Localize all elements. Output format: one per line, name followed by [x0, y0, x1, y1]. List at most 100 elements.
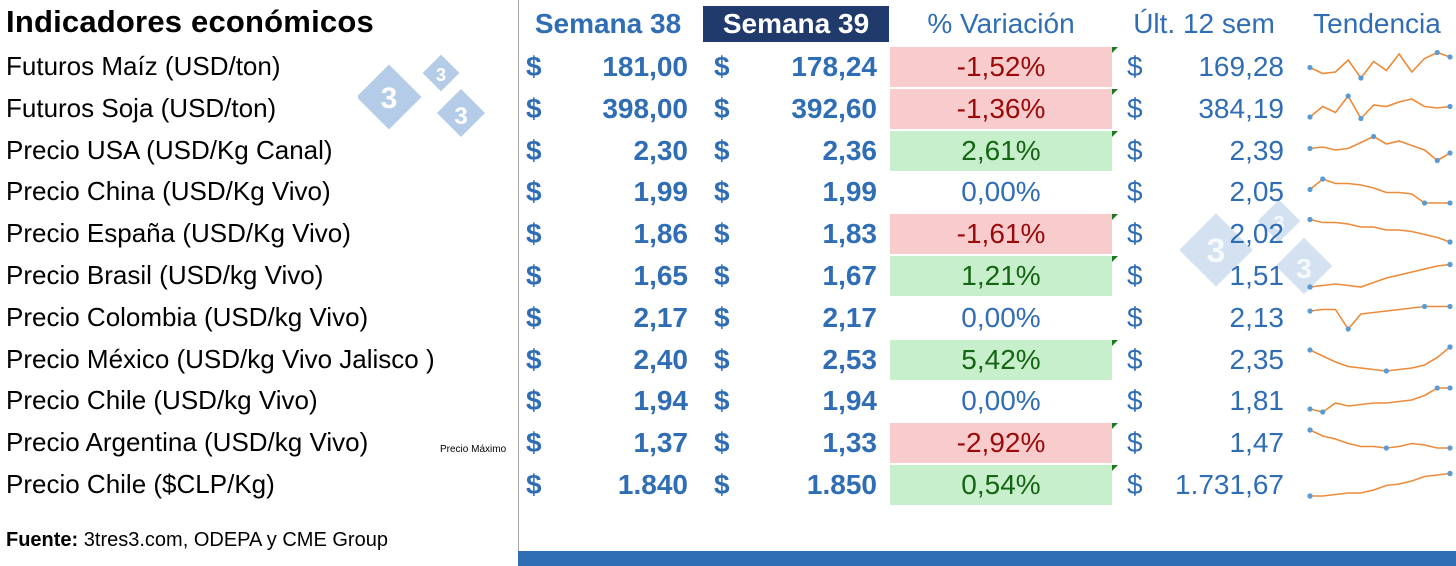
tres-logo-icon: 3 3 3	[358, 54, 486, 138]
sparkline-line	[1309, 135, 1451, 162]
sparkline-line	[1309, 429, 1450, 449]
sparkline-marker	[1447, 303, 1453, 310]
value-semana38: 1,94	[633, 385, 689, 416]
table-row: $181,00 $178,24 -1,52% $169,28	[0, 47, 1456, 87]
value-semana39: 392,60	[791, 93, 877, 124]
value-ultimas12: 384,19	[1198, 93, 1284, 124]
currency-symbol: $	[714, 469, 730, 500]
sparkline-marker	[1447, 103, 1453, 110]
trend-sparkline	[1307, 176, 1453, 206]
tres-logo-watermark-icon: 3 3 3	[1180, 199, 1333, 295]
source-label: Fuente:	[6, 529, 79, 551]
value-variacion: -1,52%	[890, 47, 1112, 87]
value-variacion: 1,21%	[890, 256, 1112, 296]
sparkline-marker	[1320, 176, 1326, 182]
trend-sparkline	[1307, 470, 1453, 499]
sparkline-line	[1309, 387, 1450, 413]
table-row: $2,30 $2,36 2,61% $2,39	[0, 131, 1456, 171]
table-row: $1,94 $1,94 0,00% $1,81	[0, 381, 1456, 421]
trend-sparkline	[1307, 385, 1453, 415]
currency-symbol: $	[714, 385, 730, 416]
value-variacion: 5,42%	[890, 340, 1112, 380]
sparkline-marker	[1358, 115, 1364, 122]
comment-marker-icon	[1112, 47, 1118, 53]
sparkline-line	[1310, 472, 1451, 497]
sparkline-marker	[1383, 368, 1389, 374]
currency-symbol: $	[1127, 427, 1143, 458]
currency-symbol: $	[714, 344, 730, 375]
value-semana38: 2,30	[633, 135, 689, 166]
row-label: Precio Argentina (USD/kg Vivo)	[6, 427, 369, 457]
currency-symbol: $	[714, 93, 730, 124]
sparkline-marker	[1447, 239, 1453, 245]
currency-symbol: $	[526, 260, 542, 291]
comment-marker-icon	[1112, 340, 1118, 346]
sparkline-marker	[1307, 145, 1313, 152]
logo-digit: 3	[381, 82, 398, 115]
sparkline-marker	[1307, 284, 1313, 290]
trend-sparkline	[1307, 261, 1453, 290]
currency-symbol: $	[714, 51, 730, 82]
value-semana39: 1,83	[822, 218, 878, 249]
sparkline-marker	[1307, 347, 1313, 353]
sparkline-marker	[1307, 493, 1313, 499]
header-ultimas12: Últ. 12 sem	[1133, 8, 1275, 39]
value-semana39: 1,94	[822, 385, 878, 416]
row-label: Precio Brasil (USD/kg Vivo)	[6, 260, 324, 290]
table-row: $398,00 $392,60 -1,36% $384,19	[0, 89, 1456, 129]
sparkline-marker	[1434, 157, 1440, 164]
value-semana39: 1,33	[822, 427, 878, 458]
sparkline-line	[1309, 346, 1451, 372]
table-row: $1,65 $1,67 1,21% $1,51	[0, 256, 1456, 296]
value-ultimas12: 2,35	[1229, 344, 1285, 375]
currency-symbol: $	[526, 176, 542, 207]
trend-sparkline	[1307, 49, 1453, 81]
sparkline-marker	[1447, 54, 1453, 60]
currency-symbol: $	[526, 427, 542, 458]
row-label: Precio Colombia (USD/kg Vivo)	[6, 302, 369, 332]
currency-symbol: $	[714, 135, 730, 166]
table-row: $2,40 $2,53 5,42% $2,35	[0, 340, 1456, 380]
header-tendencia: Tendencia	[1313, 8, 1441, 39]
table-row: $1,86 $1,83 -1,61% $2,02	[0, 214, 1456, 254]
sparkline-line	[1309, 51, 1451, 80]
sparkline-marker	[1320, 409, 1326, 415]
value-semana39: 2,17	[822, 302, 878, 333]
header-semana38: Semana 38	[534, 8, 682, 39]
trend-sparkline	[1307, 216, 1453, 245]
value-variacion: -1,36%	[890, 89, 1112, 129]
currency-symbol: $	[526, 385, 542, 416]
sparkline-marker	[1307, 114, 1313, 120]
value-semana38: 1,37	[633, 427, 689, 458]
value-variacion: -1,61%	[890, 214, 1112, 254]
value-variacion: -2,92%	[890, 423, 1112, 463]
logo-digit: 3	[436, 65, 446, 85]
value-semana38: 181,00	[602, 51, 688, 82]
value-ultimas12: 169,28	[1198, 51, 1284, 82]
currency-symbol: $	[526, 302, 542, 333]
header-variacion: % Variación	[927, 8, 1075, 39]
currency-symbol: $	[1127, 176, 1143, 207]
sparkline-marker	[1371, 133, 1377, 140]
trend-sparkline	[1307, 303, 1453, 332]
trend-sparkline	[1307, 344, 1453, 374]
value-semana38: 1.840	[617, 469, 688, 500]
bottom-bar	[518, 551, 1456, 566]
value-semana38: 398,00	[602, 93, 688, 124]
header-semana39: Semana 39	[703, 6, 889, 42]
value-semana38: 1,65	[633, 260, 689, 291]
sparkline-marker	[1307, 216, 1313, 223]
value-variacion: 2,61%	[890, 131, 1112, 171]
sparkline-marker	[1358, 75, 1364, 81]
sparkline-marker	[1447, 385, 1453, 391]
currency-symbol: $	[714, 427, 730, 458]
page-title: Indicadores económicos	[6, 4, 374, 39]
sparkline-marker	[1307, 64, 1313, 71]
sparkline-line	[1309, 218, 1451, 243]
labels-panel: Indicadores económicos Futuros Maíz (USD…	[0, 0, 518, 566]
value-semana38: 2,17	[633, 302, 689, 333]
currency-symbol: $	[1127, 51, 1143, 82]
currency-symbol: $	[526, 51, 542, 82]
sparkline-marker	[1307, 427, 1313, 433]
sparkline-line	[1309, 178, 1450, 204]
